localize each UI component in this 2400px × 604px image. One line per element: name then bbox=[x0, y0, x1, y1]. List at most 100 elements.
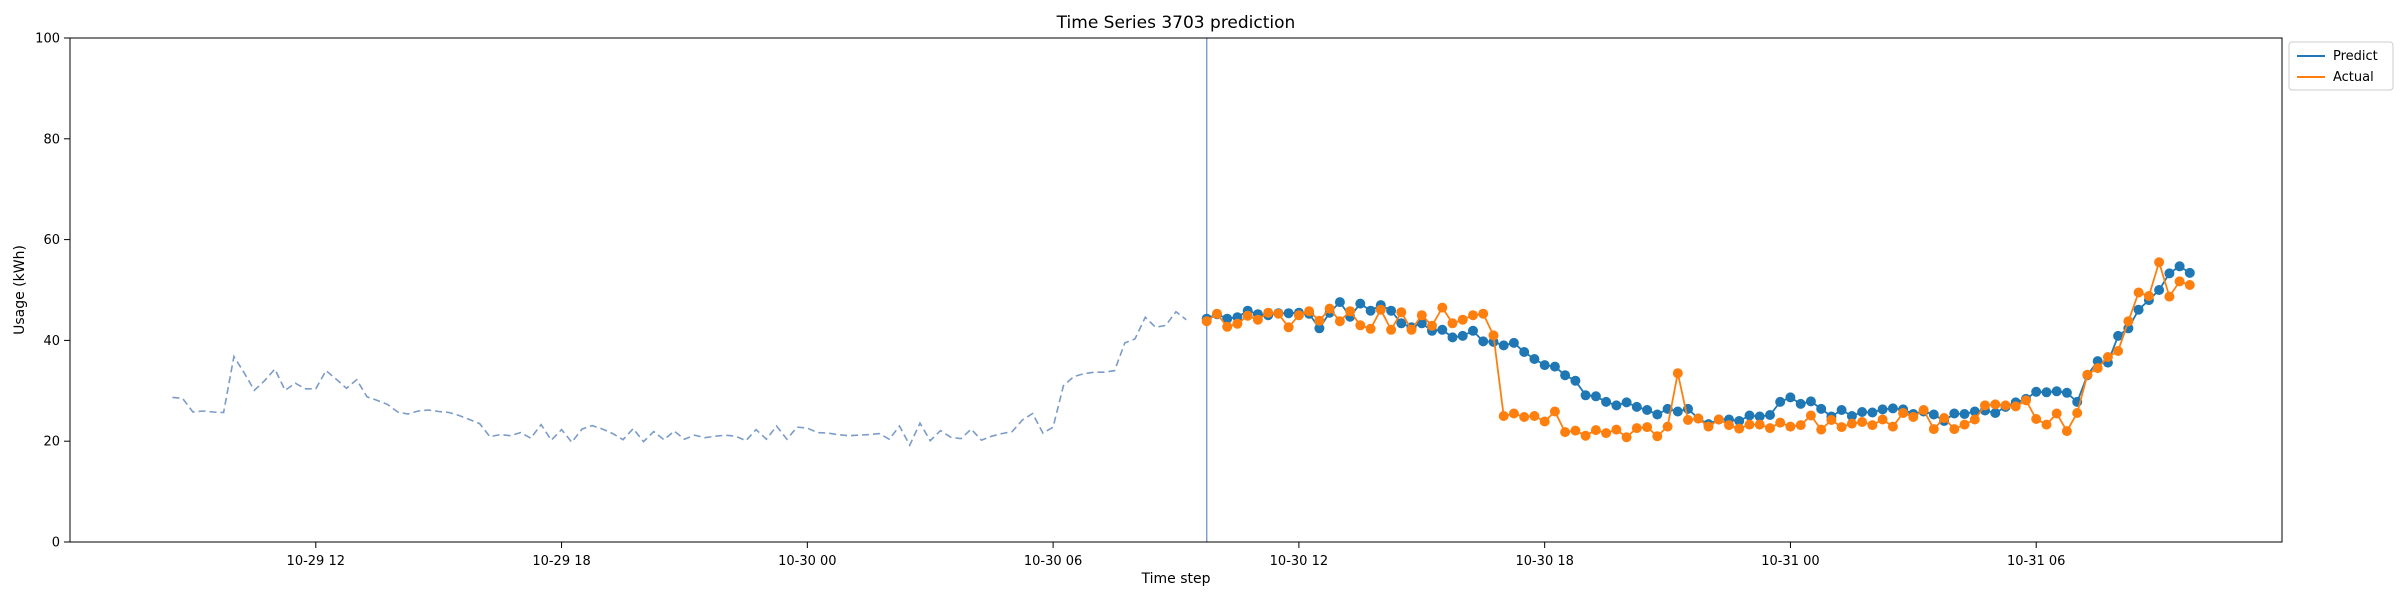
plot-frame bbox=[69, 37, 2283, 543]
y-tick-label: 60 bbox=[43, 233, 60, 248]
actual-data-point bbox=[1898, 408, 1909, 418]
y-axis-label: Usage (kWh) bbox=[12, 245, 28, 335]
actual-data-point bbox=[1662, 421, 1673, 432]
actual-data-point bbox=[2133, 287, 2144, 298]
actual-data-point bbox=[1283, 322, 1294, 333]
actual-data-point bbox=[1754, 419, 1765, 430]
actual-data-point bbox=[2051, 408, 2062, 419]
legend-actual-label: Actual bbox=[2333, 70, 2374, 85]
actual-data-point bbox=[2061, 426, 2072, 437]
predict-data-point bbox=[1765, 410, 1775, 420]
actual-data-point bbox=[2102, 352, 2113, 362]
actual-data-point bbox=[1816, 424, 1827, 435]
predict-data-point bbox=[1652, 409, 1663, 420]
actual-data-point bbox=[1212, 308, 1222, 319]
predict-data-point bbox=[1990, 408, 2001, 418]
actual-data-point bbox=[1805, 410, 1816, 421]
actual-data-point bbox=[1590, 425, 1601, 436]
legend: Predict Actual bbox=[2288, 41, 2394, 91]
predict-data-point bbox=[1795, 398, 1806, 409]
actual-data-point bbox=[1785, 421, 1796, 432]
actual-data-point bbox=[1427, 320, 1437, 331]
predict-data-point bbox=[2133, 304, 2144, 315]
predict-data-point bbox=[1355, 298, 1366, 309]
x-tick-label: 10-31 00 bbox=[1761, 554, 1819, 569]
predict-data-point bbox=[2154, 285, 2165, 295]
predict-data-point bbox=[1508, 337, 1519, 348]
actual-data-point bbox=[1396, 307, 1407, 318]
actual-data-point bbox=[1775, 417, 1786, 428]
history-line bbox=[172, 310, 1187, 447]
actual-data-point bbox=[1570, 425, 1581, 436]
actual-data-point bbox=[1877, 414, 1888, 425]
actual-data-point bbox=[1580, 430, 1591, 441]
predict-data-point bbox=[1611, 400, 1622, 411]
actual-data-point bbox=[2174, 276, 2185, 287]
actual-data-point bbox=[1222, 321, 1233, 332]
actual-data-point bbox=[2031, 414, 2042, 424]
predict-data-point bbox=[1867, 407, 1878, 418]
predict-data-point bbox=[1805, 396, 1816, 407]
actual-data-point bbox=[1928, 424, 1939, 435]
actual-data-point bbox=[1703, 421, 1714, 432]
actual-data-point bbox=[1939, 413, 1950, 423]
predict-data-point bbox=[2041, 387, 2052, 398]
actual-data-point bbox=[2010, 401, 2021, 412]
predict-data-point bbox=[1386, 305, 1397, 316]
actual-data-point bbox=[1980, 400, 1990, 411]
actual-data-point bbox=[1744, 419, 1755, 430]
actual-data-point bbox=[2123, 316, 2134, 327]
predict-data-point bbox=[1959, 409, 1970, 419]
predict-data-point bbox=[1334, 297, 1345, 308]
actual-data-point bbox=[1324, 303, 1335, 314]
predict-data-point bbox=[1631, 401, 1642, 412]
actual-data-point bbox=[1765, 423, 1775, 434]
actual-data-point bbox=[1734, 423, 1745, 434]
actual-data-point bbox=[2113, 346, 2124, 356]
predict-data-point bbox=[1846, 411, 1857, 421]
predict-data-point bbox=[2031, 386, 2042, 397]
predict-data-point bbox=[1283, 308, 1294, 319]
chart-title: Time Series 3703 prediction bbox=[1056, 13, 1296, 33]
actual-data-point bbox=[1611, 424, 1622, 435]
axes-layer: 0 20 40 60 80 100 10-29 12 10-29 18 10-30 00 10-3… bbox=[35, 32, 2065, 570]
actual-data-point bbox=[1314, 315, 1325, 326]
actual-data-point bbox=[2154, 257, 2165, 268]
actual-data-point bbox=[1334, 316, 1345, 327]
actual-data-point bbox=[1539, 416, 1550, 427]
predict-data-point bbox=[1642, 405, 1653, 415]
predict-data-point bbox=[1529, 354, 1540, 364]
predict-data-point bbox=[1949, 408, 1960, 419]
predict-data-point bbox=[1785, 392, 1796, 403]
predict-data-point bbox=[1734, 416, 1745, 426]
predict-data-point bbox=[2092, 356, 2103, 367]
predict-data-point bbox=[1560, 370, 1571, 381]
actual-data-point bbox=[2000, 400, 2011, 411]
actual-data-point bbox=[1908, 412, 1919, 422]
actual-data-point bbox=[1457, 314, 1468, 325]
actual-data-point bbox=[1713, 414, 1724, 425]
predict-data-point bbox=[1928, 409, 1939, 420]
predict-data-point bbox=[1590, 391, 1601, 402]
actual-data-point bbox=[1652, 431, 1663, 442]
actual-data-point bbox=[1386, 324, 1397, 335]
actual-data-point bbox=[1447, 318, 1458, 329]
actual-data-point bbox=[1355, 320, 1366, 331]
predict-data-point bbox=[1365, 305, 1376, 316]
predict-data-point bbox=[2184, 267, 2195, 278]
y-tick-label: 100 bbox=[35, 32, 60, 47]
actual-data-point bbox=[1867, 420, 1878, 431]
actual-data-point bbox=[1498, 411, 1509, 421]
actual-data-point bbox=[2184, 280, 2195, 290]
actual-data-point bbox=[1304, 306, 1315, 317]
predict-data-point bbox=[1816, 403, 1827, 414]
actual-data-point bbox=[1601, 428, 1612, 439]
actual-data-point bbox=[1724, 420, 1734, 431]
predict-data-point bbox=[1744, 410, 1755, 421]
x-axis-label: Time step bbox=[1141, 571, 1211, 587]
actual-data-point bbox=[1252, 314, 1263, 325]
actual-data-point bbox=[1795, 420, 1806, 431]
actual-data-point bbox=[1437, 302, 1448, 313]
predict-data-point bbox=[2113, 330, 2124, 341]
